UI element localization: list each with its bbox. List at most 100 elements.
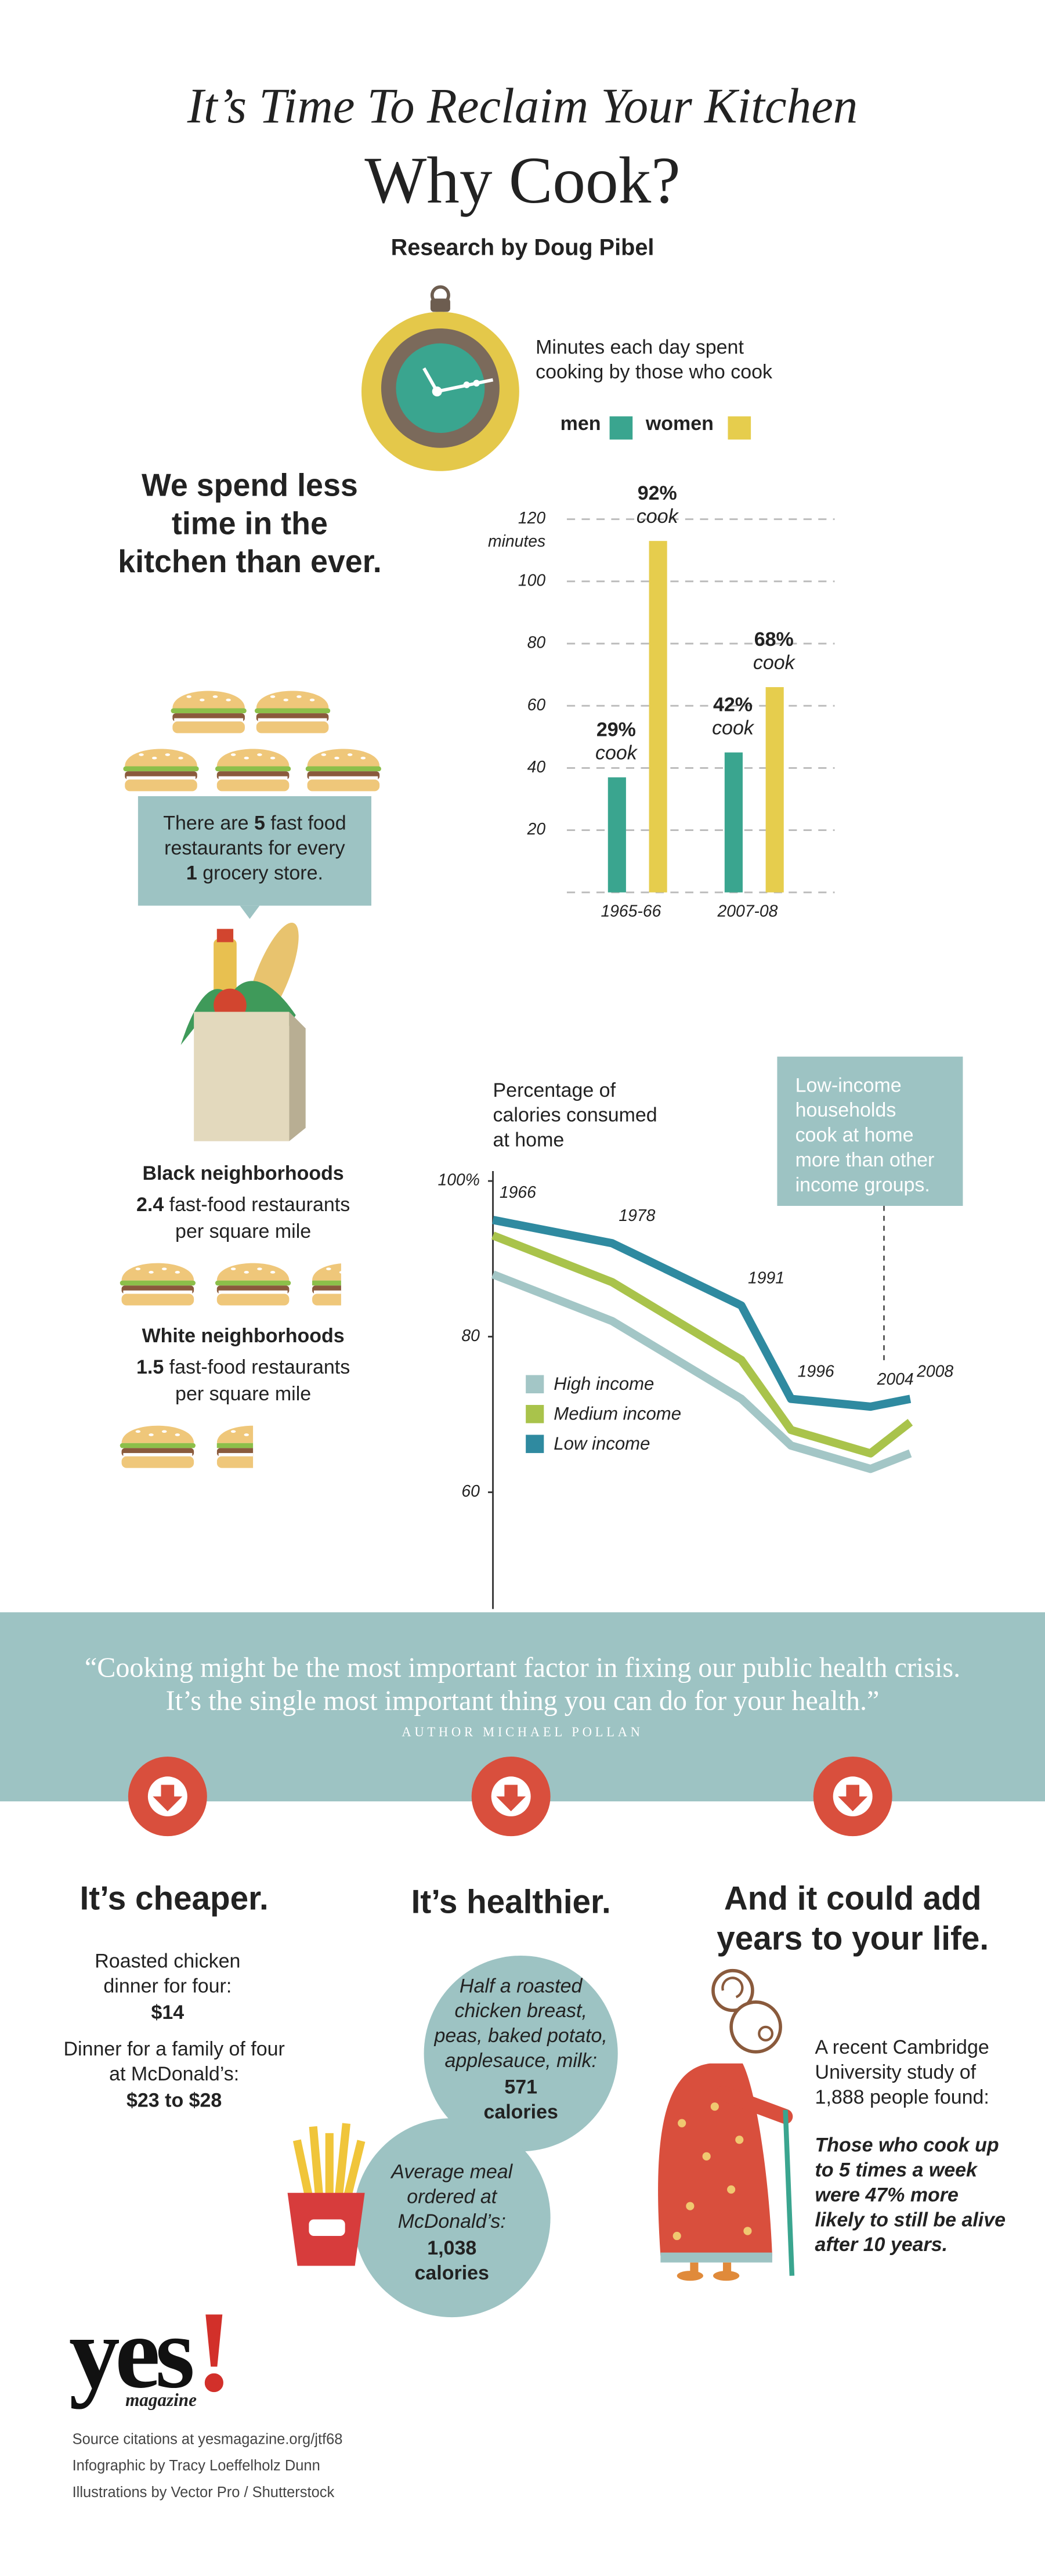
year-label: 2008 (916, 1362, 953, 1381)
year-label: 2004 (877, 1370, 914, 1389)
cheese (123, 1453, 193, 1457)
sesame (360, 756, 366, 760)
line-series (491, 1270, 912, 1473)
sesame (257, 1267, 262, 1270)
logo-name: yes (69, 2296, 193, 2410)
burger-icon (215, 749, 291, 792)
lettuce (215, 766, 291, 772)
sesame (175, 1433, 180, 1436)
legend-label: Low income (554, 1433, 650, 1454)
study-text: A recent Cambridge (815, 2036, 989, 2058)
logo: yes! (69, 2288, 229, 2416)
bun-top (307, 749, 380, 767)
chart-title: calories consumed (493, 1104, 657, 1126)
y-tick-label: 60 (461, 1482, 480, 1501)
calories-value: 1,038 (427, 2237, 476, 2259)
sesame (135, 1267, 141, 1270)
neighborhood-label: Black neighborhoods (142, 1162, 343, 1184)
grocery-bag-icon (180, 922, 306, 1141)
burger-icon (215, 1263, 291, 1306)
text-part: 1 (186, 862, 197, 884)
chart-title: cooking by those who cook (536, 361, 773, 383)
y-tick-label: 60 (527, 696, 546, 714)
lettuce (215, 1280, 291, 1286)
meal-text: ordered at (407, 2185, 497, 2208)
bar (649, 541, 667, 893)
annotation: households (795, 1099, 896, 1121)
burger-icon (312, 1263, 370, 1306)
sesame (165, 753, 171, 756)
meal-text: peas, baked potato, (433, 2025, 607, 2047)
cheese (174, 718, 244, 722)
legend-swatch (728, 416, 751, 440)
meal-text: chicken breast, (454, 2000, 587, 2022)
box-pointer (240, 905, 260, 919)
credit: Infographic by Tracy Loeffelholz Dunn (73, 2458, 320, 2474)
bun-bottom (256, 721, 329, 734)
sesame (186, 695, 191, 698)
lettuce (171, 708, 247, 714)
density-text: per square mile (175, 1383, 311, 1405)
bun-bottom (125, 779, 197, 792)
grandmother-icon (658, 1968, 795, 2281)
box-text: There are 5 fast food (163, 812, 346, 834)
sesame (230, 1430, 236, 1433)
bun-top (216, 1425, 254, 1443)
sesame (212, 695, 218, 698)
legend-swatch (609, 416, 633, 440)
legend-label: High income (554, 1374, 654, 1394)
share-label: cook (753, 652, 796, 674)
annotation-box (777, 1056, 963, 1206)
text-part: 5 (254, 812, 265, 834)
quote: It’s the single most important thing you… (166, 1685, 880, 1716)
y-tick-label: 120 (518, 509, 545, 528)
text-part: 2.4 (136, 1194, 164, 1216)
price: $23 to $28 (126, 2089, 222, 2111)
reason-heading: years to your life. (717, 1920, 989, 1957)
finding-text: Those who cook up (815, 2134, 999, 2156)
year-label: 1978 (619, 1206, 655, 1225)
sesame (244, 1271, 250, 1274)
legend-label: Medium income (554, 1403, 681, 1424)
study-text: University study of (815, 2061, 977, 2083)
sesame (175, 1271, 180, 1274)
kicker: It’s Time To Reclaim Your Kitchen (187, 79, 858, 133)
burger-icon (216, 1425, 254, 1468)
line-series (492, 1216, 912, 1411)
reason-text: dinner for four: (103, 1975, 232, 1997)
sesame (352, 1267, 357, 1270)
sesame (326, 1267, 331, 1270)
year-label: 1966 (500, 1183, 536, 1202)
burger-icon (120, 1425, 196, 1468)
arrow-icons (128, 1756, 892, 1837)
share-label: 92% (638, 482, 677, 504)
sesame (149, 1271, 154, 1274)
sesame (296, 695, 302, 698)
sesame (178, 756, 183, 760)
bun-bottom (216, 779, 290, 792)
headline: time in the (172, 506, 328, 541)
density-text: per square mile (175, 1220, 311, 1242)
sesame (334, 756, 339, 760)
finding-text: were 47% more (815, 2184, 959, 2206)
sesame (309, 698, 315, 702)
bun-bottom (172, 721, 245, 734)
legend-swatch (526, 1405, 544, 1424)
meal-text: Half a roasted (460, 1975, 583, 1997)
legend-swatch (526, 1435, 544, 1453)
cheese (313, 1290, 341, 1294)
lettuce (216, 1443, 254, 1448)
sesame (270, 695, 276, 698)
bun-bottom (307, 779, 380, 792)
reason-text: at McDonald’s: (109, 2063, 239, 2085)
sesame (230, 1267, 236, 1270)
meal-text: McDonald’s: (398, 2210, 506, 2232)
lettuce (123, 766, 199, 772)
cheese (258, 718, 327, 722)
credit: Source citations at yesmagazine.org/jtf6… (73, 2431, 343, 2447)
annotation: income groups. (795, 1174, 930, 1196)
sesame (270, 1271, 276, 1274)
sesame (161, 1430, 167, 1433)
sesame (366, 1271, 370, 1274)
